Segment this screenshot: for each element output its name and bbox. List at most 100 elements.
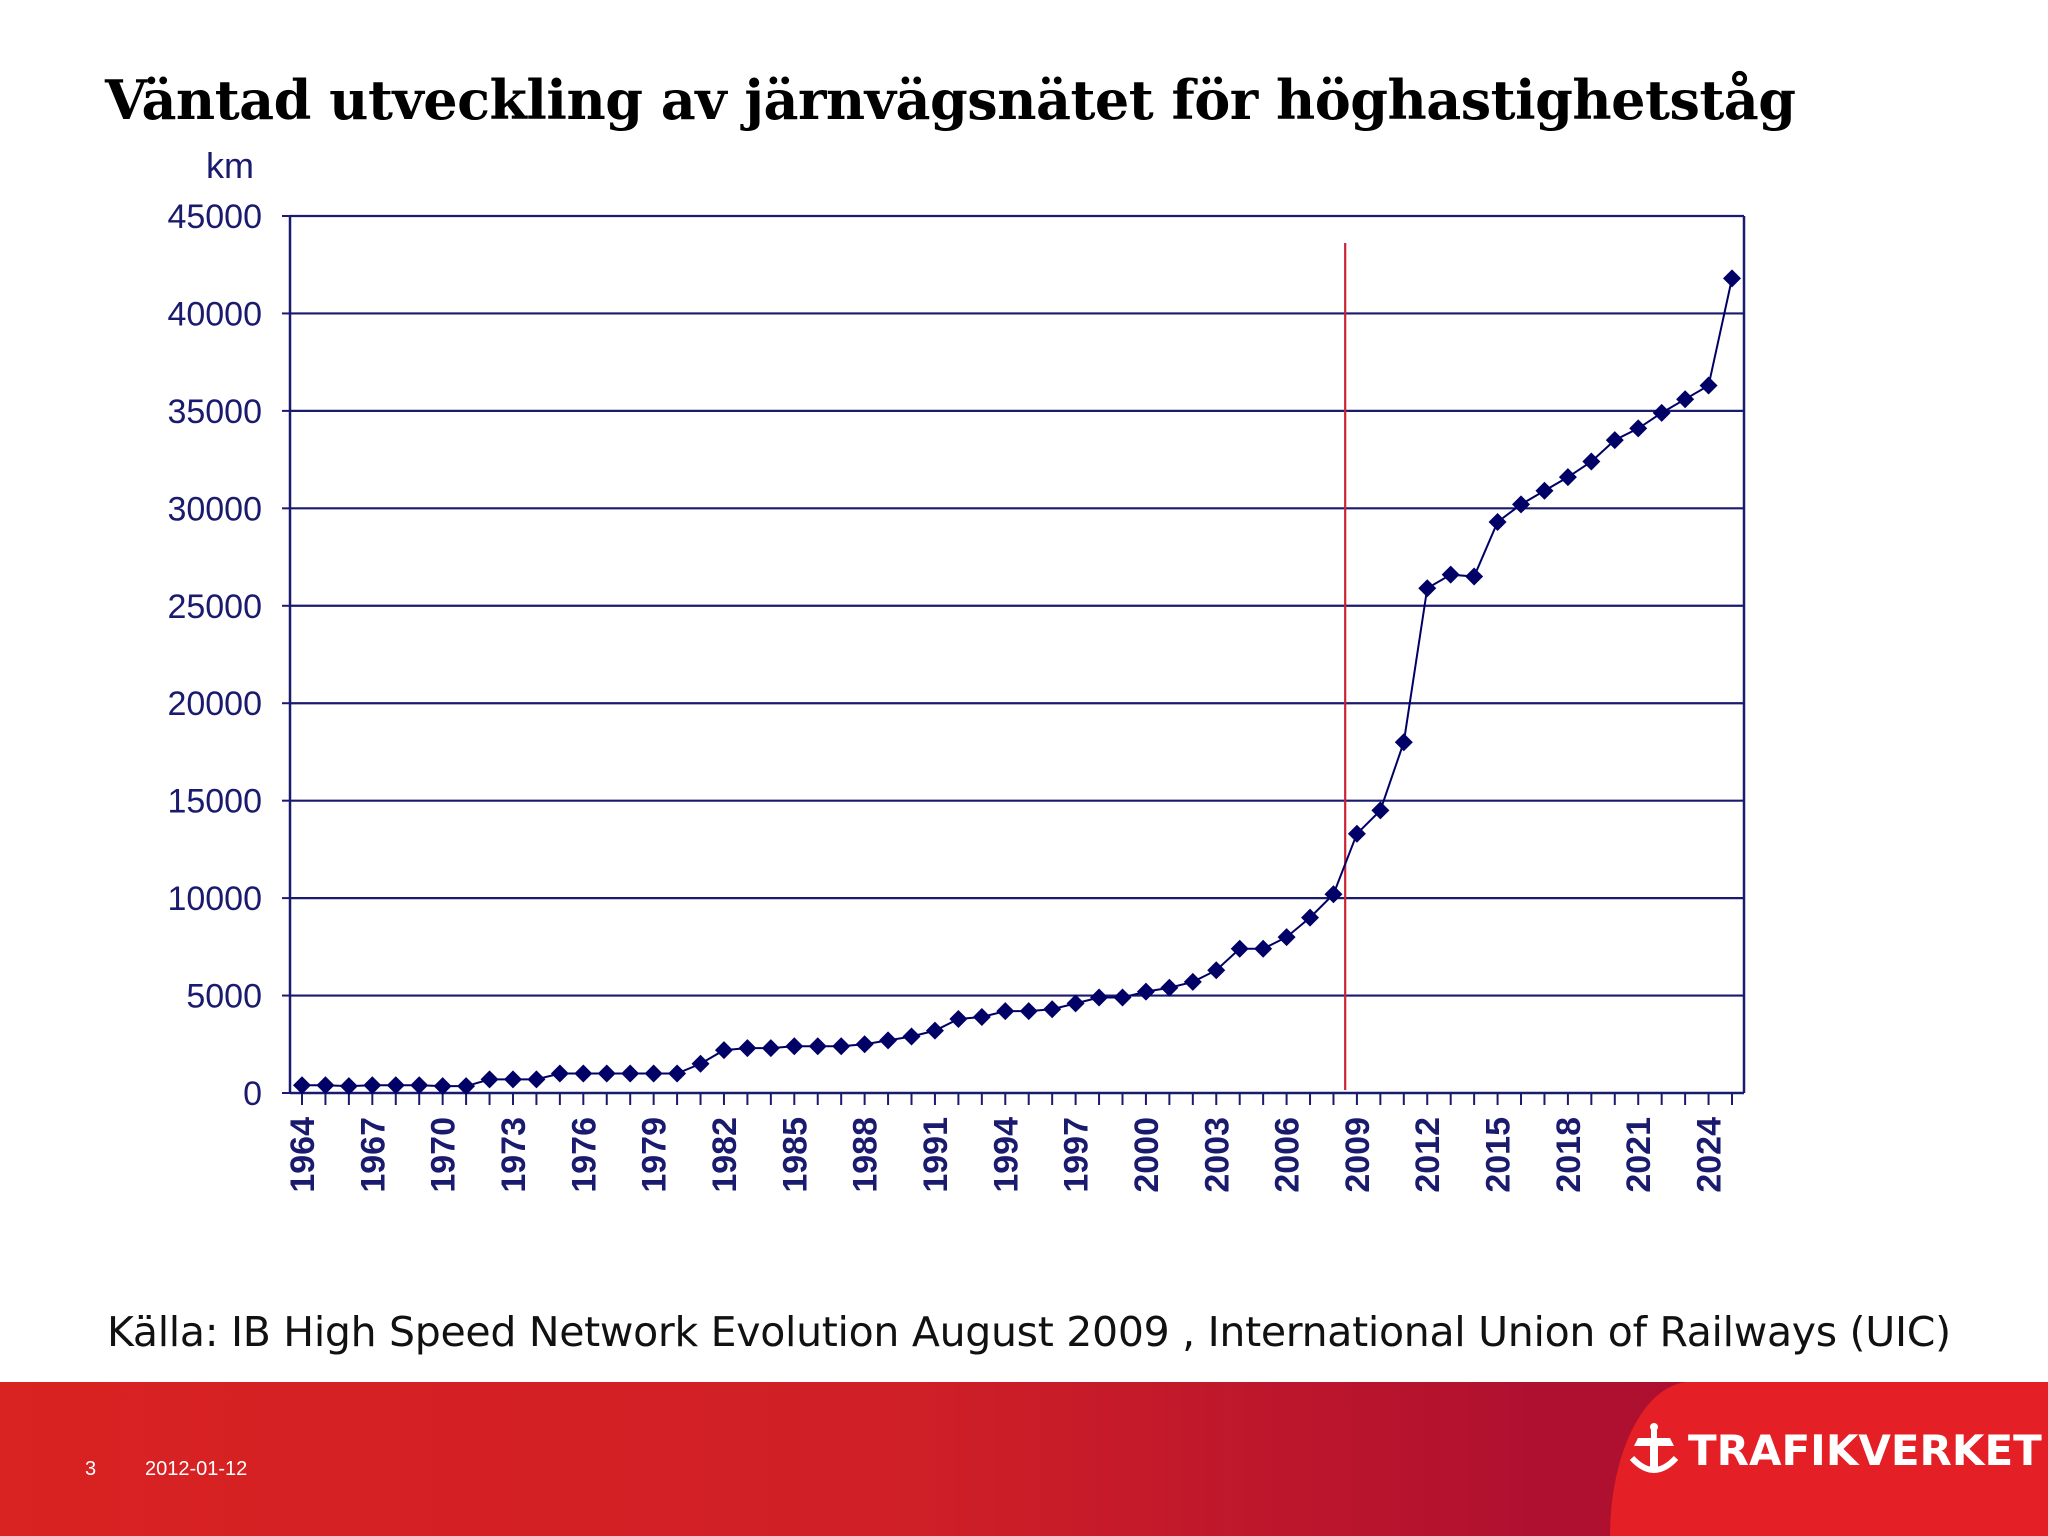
logo-text: TRAFIKVERKET [1688,1425,2042,1475]
y-tick-label: 45000 [167,198,262,236]
x-tick-label: 1997 [1058,1117,1096,1193]
x-tick-label: 1988 [847,1117,885,1193]
y-tick-label: 30000 [167,490,262,528]
data-point-marker [879,1031,898,1050]
y-tick-labels: 0 5000 10000 15000 20000 25000 30000 35000 40000… [167,198,262,1113]
x-tick-label: 1964 [284,1117,322,1193]
data-point-marker [1066,994,1085,1013]
data-point-marker [1629,419,1648,438]
x-tick-label: 1967 [354,1117,392,1193]
gridlines [290,214,1744,997]
data-point-marker [386,1076,405,1095]
x-tick-label: 2015 [1480,1117,1518,1193]
data-point-marker [832,1037,851,1056]
data-point-marker [1371,801,1390,820]
x-tick-label: 1991 [917,1117,955,1193]
y-tick-label: 25000 [167,588,262,626]
data-point-marker [597,1064,616,1083]
data-point-marker [1207,961,1226,980]
x-tick-label: 2021 [1620,1117,1658,1193]
x-tick-label: 2000 [1128,1117,1166,1193]
x-tick-label: 2024 [1691,1117,1729,1193]
data-point-marker [738,1039,757,1058]
data-point-marker [1418,579,1437,598]
data-point-marker [668,1064,687,1083]
x-tick-label: 2006 [1269,1117,1307,1193]
data-point-marker [1160,978,1179,997]
data-point-marker [996,1002,1015,1021]
data-point-marker [316,1076,335,1095]
data-point-marker [761,1039,780,1058]
data-point-marker [1394,733,1413,752]
data-point-marker [644,1064,663,1083]
data-point-marker [972,1007,991,1026]
data-point-marker [1723,269,1741,288]
trafikverket-logo: TRAFIKVERKET [1628,1420,2042,1480]
data-point-marker [293,1076,311,1095]
data-point-marker [1230,939,1249,958]
logo-background [1610,1382,2048,1536]
data-point-marker [1324,885,1343,904]
y-tick-label: 40000 [167,295,262,333]
data-point-marker [1347,824,1366,843]
series-points [293,269,1741,1096]
x-tick-label: 2009 [1339,1117,1377,1193]
data-point-marker [480,1070,499,1089]
data-point-marker [808,1037,827,1056]
data-point-marker [714,1041,733,1060]
data-point-marker [527,1070,546,1089]
y-tick-label: 15000 [167,783,262,821]
x-tick-label: 1970 [425,1117,463,1193]
footer-date: 2012-01-12 [145,1458,248,1480]
data-point-marker [574,1064,593,1083]
y-tick-label: 0 [243,1075,262,1113]
axes [282,215,1746,1105]
x-tick-label: 2012 [1409,1117,1447,1193]
data-point-marker [1465,567,1484,586]
data-point-marker [1136,982,1155,1001]
x-tick-label: 1973 [495,1117,533,1193]
x-tick-label: 1985 [776,1117,814,1193]
data-point-marker [339,1077,358,1096]
data-point-marker [855,1035,874,1054]
data-point-marker [1090,988,1109,1007]
x-tick-labels: 1964 1967 1970 1973 1976 1979 1982 1985 1988 1991… [284,1117,1729,1193]
data-point-marker [1582,452,1601,471]
data-point-marker [1254,939,1273,958]
data-point-marker [1605,431,1624,450]
x-tick-label: 1982 [706,1117,744,1193]
source-note: Källa: IB High Speed Network Evolution A… [107,1308,1951,1356]
data-point-marker [503,1070,522,1089]
data-point-marker [949,1009,968,1028]
data-point-marker [925,1021,944,1040]
page-number: 3 [85,1458,97,1480]
series-line [302,278,1733,1088]
y-axis-label: km [206,145,254,186]
data-point-marker [1699,376,1718,395]
slide-title: Väntad utveckling av järnvägsnätet för h… [105,68,1796,132]
data-point-marker [1019,1002,1038,1021]
x-tick-label: 2003 [1198,1117,1236,1193]
data-point-marker [1043,1000,1062,1019]
data-point-marker [410,1076,429,1095]
data-point-marker [433,1077,452,1096]
y-tick-label: 35000 [167,393,262,431]
data-point-marker [363,1076,382,1095]
y-tick-label: 10000 [167,880,262,918]
data-point-marker [691,1054,710,1073]
data-point-marker [621,1064,640,1083]
data-point-marker [902,1027,921,1046]
x-tick-label: 2018 [1550,1117,1588,1193]
data-point-marker [1183,972,1202,991]
data-point-marker [1558,468,1577,487]
data-point-marker [1113,988,1132,1007]
crown-emblem-icon [1629,1423,1679,1473]
x-tick-label: 1994 [987,1117,1025,1193]
data-point-marker [550,1064,569,1083]
data-point-marker [457,1077,476,1096]
data-point-marker [1277,928,1296,947]
data-point-marker [1301,908,1320,927]
data-point-marker [785,1037,804,1056]
data-point-marker [1676,390,1695,409]
data-point-marker [1512,495,1531,514]
